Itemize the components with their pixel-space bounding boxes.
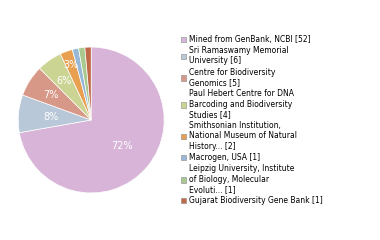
Wedge shape [79,47,91,120]
Legend: Mined from GenBank, NCBI [52], Sri Ramaswamy Memorial
University [6], Centre for: Mined from GenBank, NCBI [52], Sri Ramas… [180,35,322,205]
Text: 6%: 6% [56,76,71,86]
Wedge shape [72,48,91,120]
Wedge shape [18,95,91,133]
Wedge shape [23,68,91,120]
Wedge shape [60,49,91,120]
Text: 72%: 72% [111,141,133,151]
Text: 7%: 7% [44,90,59,100]
Wedge shape [85,47,91,120]
Wedge shape [40,54,91,120]
Text: 3%: 3% [63,60,79,70]
Text: 8%: 8% [44,112,59,121]
Wedge shape [19,47,164,193]
